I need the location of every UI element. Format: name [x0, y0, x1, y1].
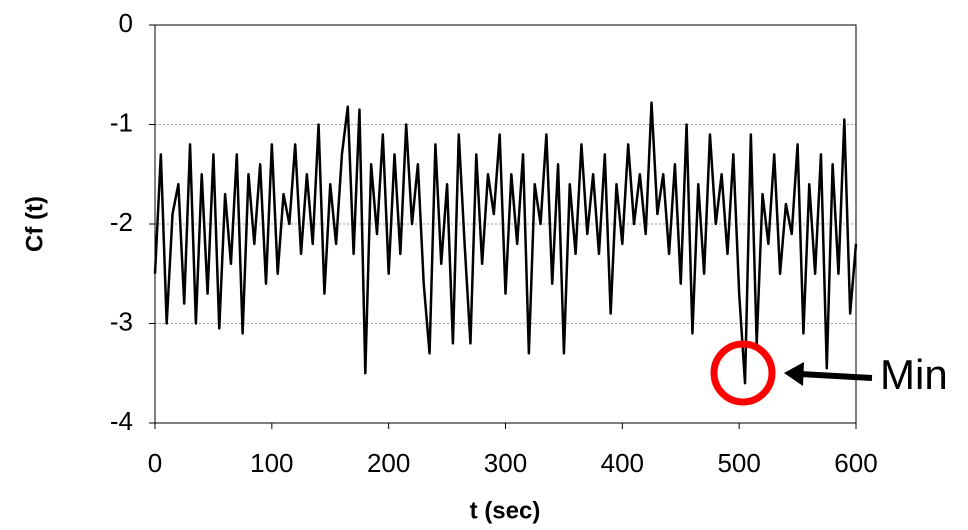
y-tick-label: -2 — [110, 207, 133, 237]
data-line — [153, 101, 858, 385]
annotation: Min — [880, 351, 948, 398]
arrow-head — [784, 362, 804, 386]
y-tick-label: -3 — [110, 306, 133, 336]
x-tick-label: 200 — [367, 448, 410, 478]
x-tick-label: 500 — [717, 448, 760, 478]
plot-frame — [154, 24, 857, 424]
y-tick-label: -4 — [110, 406, 133, 436]
x-tick-label: 400 — [601, 448, 644, 478]
y-tick-label: 0 — [119, 8, 133, 38]
x-tick-label: 300 — [484, 448, 527, 478]
x-axis-title: t (sec) — [470, 497, 541, 524]
x-tick-label: 100 — [250, 448, 293, 478]
x-tick-label: 600 — [834, 448, 877, 478]
y-tick-label: -1 — [110, 107, 133, 137]
arrow-shaft — [799, 371, 873, 381]
y-axis-title: Cf (t) — [21, 196, 48, 252]
x-tick-label: 0 — [148, 448, 162, 478]
min-highlight — [710, 340, 776, 406]
